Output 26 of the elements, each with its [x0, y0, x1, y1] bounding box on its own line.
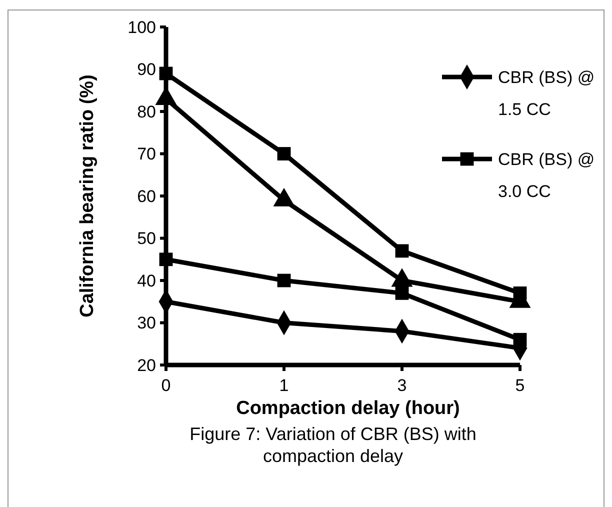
caption: Figure 7: Variation of CBR (BS) with compaction delay	[190, 424, 476, 466]
y-tick-label: 30	[137, 314, 156, 333]
y-tick-label: 90	[137, 60, 156, 80]
point	[277, 147, 291, 160]
x-tick-label: 5	[515, 376, 525, 395]
y-tick-label: 60	[137, 186, 156, 206]
point	[277, 274, 291, 288]
y-tick-label: 20	[137, 356, 156, 375]
x-tick-label: 0	[161, 376, 171, 395]
x-tick-label: 3	[397, 376, 407, 395]
x-axis-title: Compaction delay (hour)	[236, 398, 460, 419]
point	[159, 252, 173, 266]
y-tick-label: 50	[137, 229, 156, 248]
point	[159, 66, 173, 80]
point	[513, 332, 527, 346]
point	[395, 244, 409, 258]
x-tick-label: 1	[279, 376, 289, 395]
y-axis-title: California bearing ratio (%)	[77, 74, 98, 318]
point	[513, 286, 527, 300]
y-tick-label: 40	[137, 271, 156, 290]
point	[395, 286, 409, 300]
y-tick-label: 80	[137, 102, 156, 122]
legend-label: CBR (BS) @ 1.5 CC	[498, 68, 595, 119]
legend-label: CBR (BS) @ 3.0 CC	[498, 150, 595, 201]
y-tick-label: 70	[137, 144, 156, 164]
y-tick-label: 100	[128, 18, 156, 37]
